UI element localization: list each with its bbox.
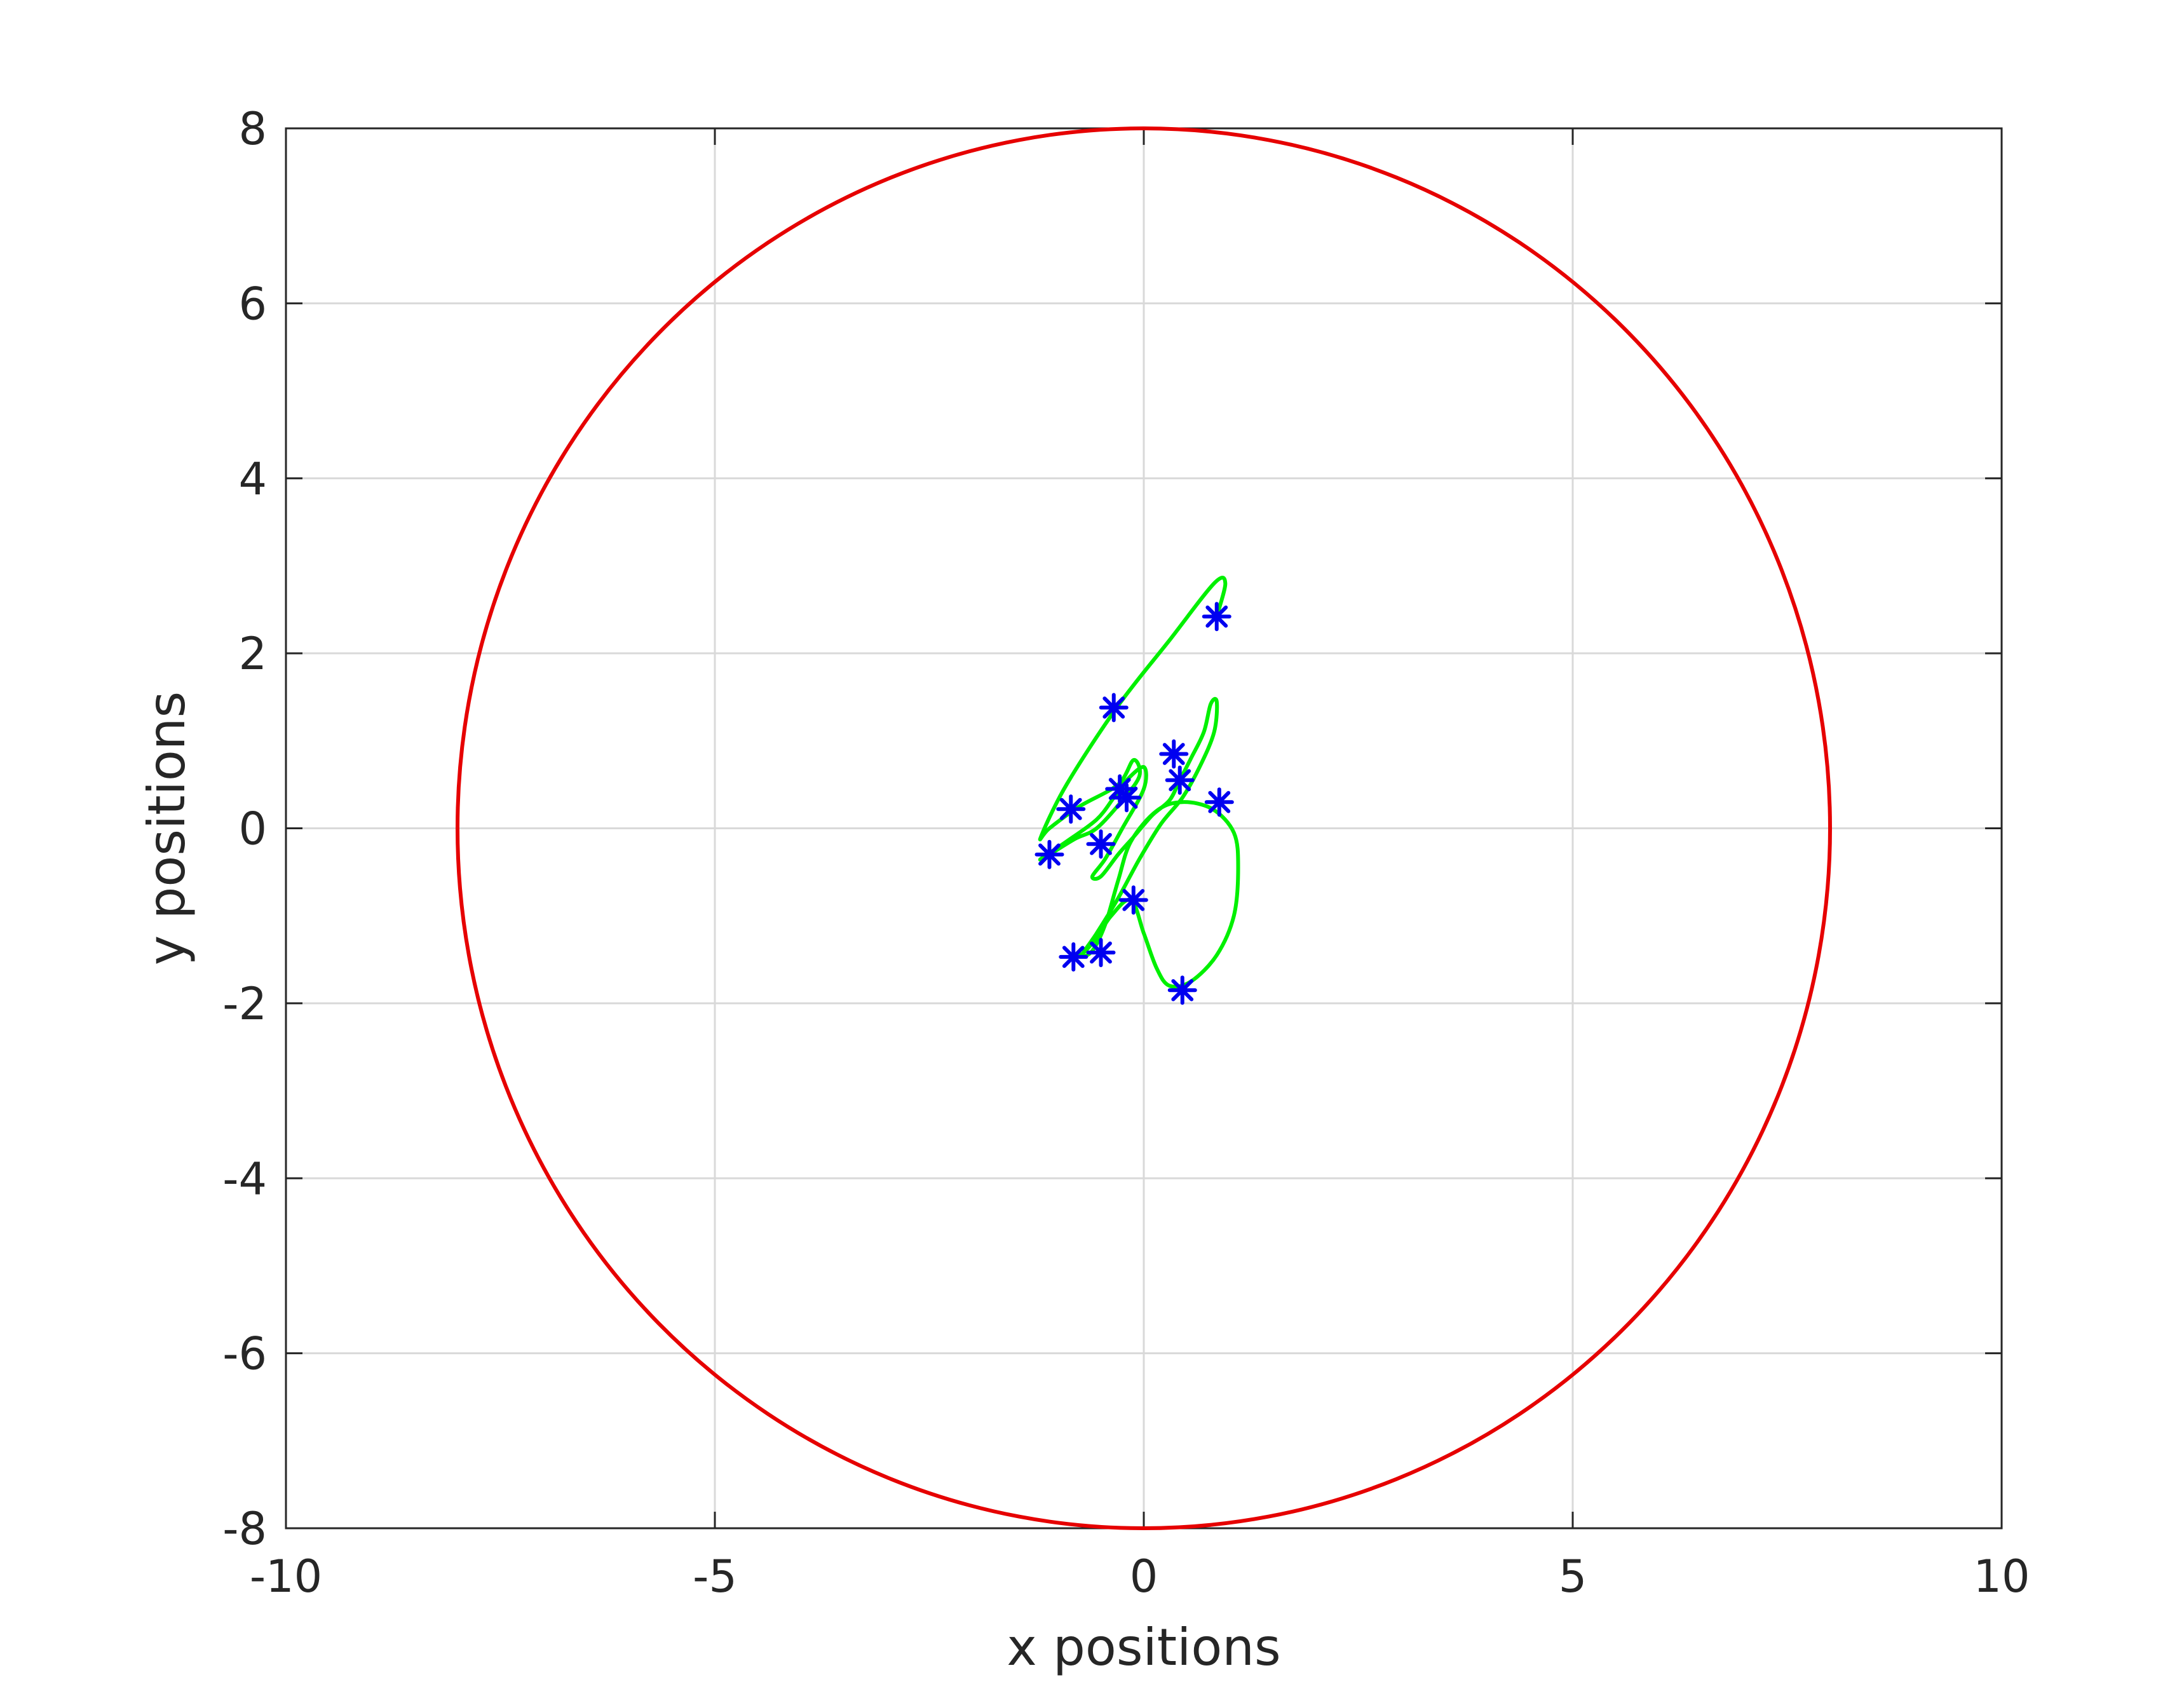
x-tick-label: 0 (1130, 1550, 1158, 1603)
y-tick-label: -8 (222, 1503, 267, 1555)
marker-point (1056, 794, 1086, 824)
y-axis-label: y positions (137, 691, 196, 965)
marker-point (1159, 739, 1189, 769)
y-tick-label: 0 (238, 803, 267, 855)
marker-point (1099, 693, 1129, 722)
trajectory-layer (1038, 576, 1240, 989)
marker-point (1059, 942, 1089, 972)
y-tick-label: -2 (222, 978, 267, 1030)
grid (285, 127, 2003, 1530)
marker-point (1118, 885, 1148, 915)
boundary-circle-layer (456, 126, 1832, 1530)
marker-point (1086, 829, 1116, 859)
marker-point (1086, 938, 1116, 968)
tick-labels: -10 -5 0 5 10 -8 -6 -4 -2 0 2 4 6 8 (222, 103, 2030, 1603)
marker-point (1167, 975, 1197, 1005)
marker-point (1112, 783, 1141, 813)
y-tick-label: -4 (222, 1153, 267, 1205)
y-tick-label: 8 (238, 103, 267, 155)
y-tick-label: 2 (238, 628, 267, 680)
x-tick-label: -5 (693, 1550, 737, 1603)
boundary-circle (456, 126, 1832, 1530)
y-tick-label: 6 (238, 278, 267, 330)
marker-layer (1034, 602, 1234, 1005)
x-tick-label: 10 (1973, 1550, 2030, 1603)
marker-point (1165, 765, 1195, 795)
marker-point (1202, 602, 1231, 632)
x-tick-label: 5 (1559, 1550, 1587, 1603)
trajectory-line (1038, 576, 1240, 989)
x-axis-label: x positions (1007, 1618, 1280, 1677)
marker-point (1204, 787, 1234, 817)
marker-point (1034, 839, 1064, 869)
axis-ticks (285, 127, 2003, 1530)
y-tick-label: 4 (238, 453, 267, 505)
x-tick-label: -10 (250, 1550, 322, 1603)
y-tick-label: -6 (222, 1328, 267, 1380)
